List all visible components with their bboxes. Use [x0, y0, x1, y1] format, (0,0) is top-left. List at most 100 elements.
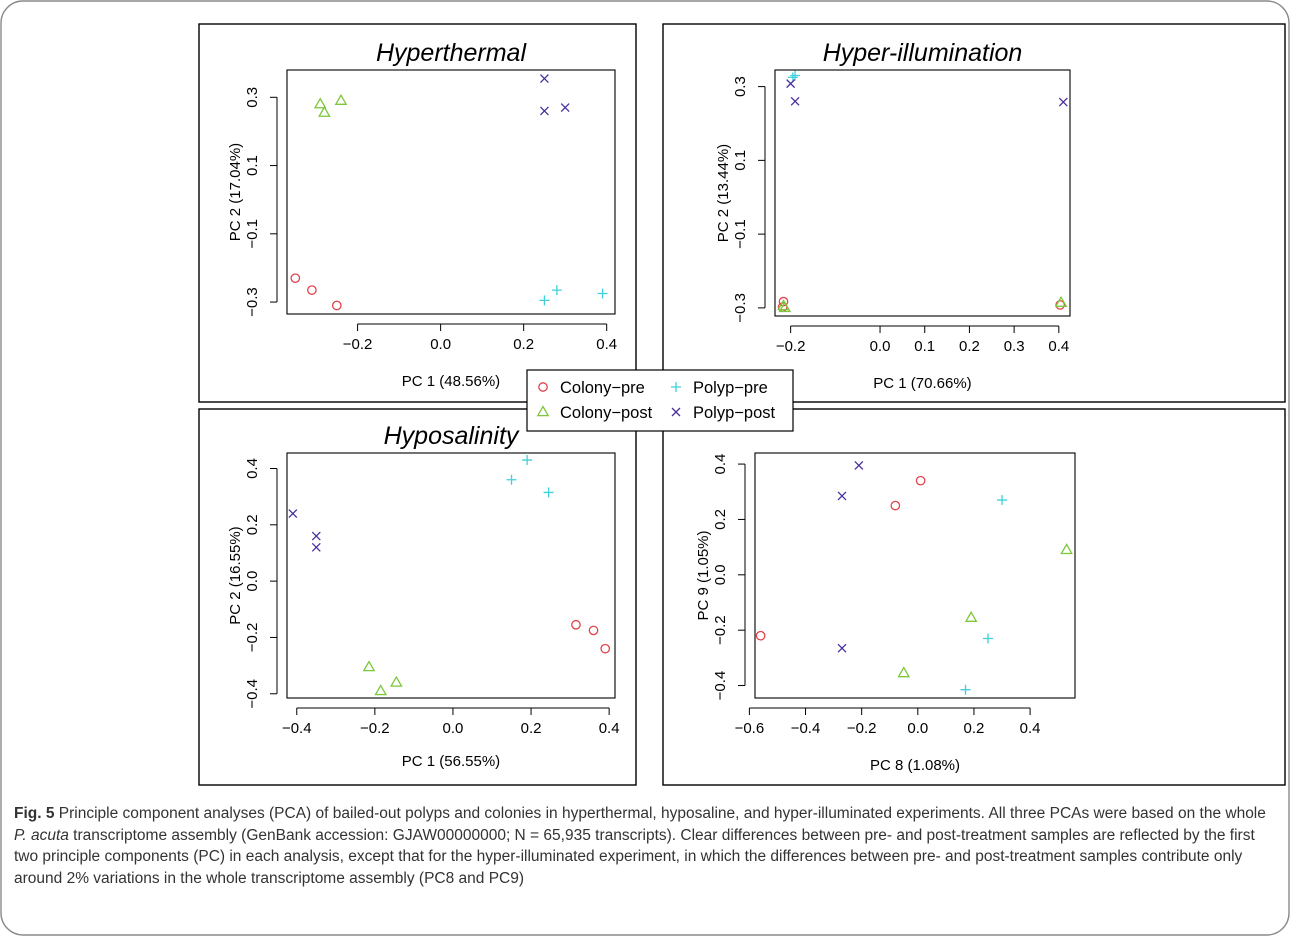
point-circle	[915, 475, 926, 486]
panel-2: Hyper-illumination −0.2 0.0 0.1 0.2 0.3 0.4 −0.…	[662, 23, 1286, 403]
legend-label: Colony−pre	[560, 379, 645, 397]
chart-title: Hyperthermal	[376, 39, 527, 67]
point-cross	[311, 531, 321, 541]
point-circle	[571, 619, 581, 630]
y-axis-label: PC 2 (17.04%)	[227, 143, 244, 241]
x-tick-label: 0.0	[907, 720, 928, 737]
x-axis-label: PC 1 (48.56%)	[402, 373, 500, 390]
y-axis-label: PC 9 (1.05%)	[695, 530, 712, 620]
x-tick-label: −0.2	[847, 720, 877, 737]
point-circle	[890, 500, 901, 511]
y-tick-label: −0.1	[244, 219, 261, 249]
point-plus	[790, 70, 801, 81]
x-tick-label: −0.4	[282, 720, 312, 737]
y-tick-label: 0.2	[244, 514, 261, 535]
point-cross	[1058, 97, 1068, 107]
plot-area	[754, 452, 1076, 699]
x-tick-label: 0.4	[1020, 720, 1041, 737]
point-plus	[997, 495, 1008, 506]
legend-label: Colony−post	[560, 404, 653, 422]
legend-box	[526, 369, 794, 432]
point-circle	[307, 285, 317, 295]
x-tick-label: −0.6	[735, 720, 765, 737]
point-cross	[560, 103, 570, 112]
point-triangle	[390, 675, 403, 687]
x-tick-label: 0.1	[914, 338, 935, 355]
x-tick-label: 0.2	[521, 720, 542, 737]
panel-border	[662, 408, 1286, 786]
point-plus	[506, 474, 517, 485]
x-tick-label: −0.2	[776, 338, 806, 355]
y-tick-label: 0.0	[244, 571, 261, 592]
point-triangle	[1054, 295, 1068, 307]
chart-title: Hyper-illumination	[823, 39, 1023, 67]
x-axis-label: PC 1 (56.55%)	[402, 753, 500, 770]
y-tick-label: −0.3	[244, 287, 261, 317]
legend-marker-circle	[538, 382, 548, 392]
legend: Colony−pre Polyp−pre Colony−post Polyp−post	[526, 369, 794, 432]
point-triangle	[1060, 543, 1073, 555]
chart-title: Hyposalinity	[384, 422, 520, 450]
x-tick-label: −0.2	[343, 336, 373, 353]
x-tick-label: 0.0	[870, 338, 891, 355]
panel-border	[662, 23, 1286, 403]
y-tick-label: −0.1	[732, 219, 749, 249]
point-triangle	[313, 97, 327, 109]
point-cross	[539, 74, 549, 83]
y-tick-label: 0.4	[712, 454, 729, 475]
x-tick-label: 0.4	[1048, 338, 1069, 355]
x-tick-label: 0.0	[443, 720, 464, 737]
point-triangle	[362, 660, 376, 672]
panel-4: −0.6 −0.4 −0.2 0.0 0.2 0.4 −0.4 −0.2 0.0 0.2 0.4 PC…	[662, 408, 1286, 786]
point-triangle	[778, 301, 792, 313]
point-cross	[790, 96, 800, 106]
point-cross	[539, 106, 549, 116]
point-circle	[331, 300, 342, 311]
point-cross	[837, 491, 847, 501]
legend-label: Polyp−post	[693, 404, 776, 422]
figure-caption: Fig. 5 Principle component analyses (PCA…	[14, 803, 1276, 889]
caption-text-1: Principle component analyses (PCA) of ba…	[58, 805, 1266, 822]
y-tick-label: 0.0	[712, 564, 729, 585]
point-plus	[960, 684, 971, 695]
x-tick-label: −0.2	[360, 720, 390, 737]
point-plus	[522, 455, 533, 466]
y-tick-label: 0.4	[244, 458, 261, 479]
point-cross	[786, 79, 796, 89]
y-tick-label: 0.2	[712, 509, 729, 530]
x-tick-label: −0.4	[791, 720, 821, 737]
point-plus	[597, 288, 608, 299]
legend-marker-cross	[671, 407, 681, 417]
x-tick-label: 0.4	[596, 336, 617, 353]
y-tick-label: 0.3	[732, 76, 749, 97]
panel-3: Hyposalinity −0.4 −0.2 0.0 0.2 0.4 −0.4 −0.2 0.0…	[198, 408, 637, 786]
panel-1: Hyperthermal −0.2 0.0 0.2 0.4 −0.3 −0.1 0.1 0.3 P…	[198, 23, 637, 403]
y-tick-label: 0.1	[732, 150, 749, 171]
caption-text-2: transcriptome assembly (GenBank accessio…	[14, 826, 1255, 887]
y-tick-label: 0.3	[244, 87, 261, 108]
plot-area	[774, 69, 1071, 317]
point-circle	[588, 625, 599, 636]
point-circle	[290, 273, 301, 284]
point-plus	[543, 487, 554, 498]
caption-label: Fig. 5	[14, 805, 55, 822]
y-tick-label: −0.4	[712, 671, 729, 701]
x-axis-label: PC 8 (1.08%)	[870, 757, 960, 774]
point-triangle	[318, 105, 331, 117]
caption-species: P. acuta	[14, 826, 69, 844]
y-axis-label: PC 2 (16.55%)	[227, 526, 244, 624]
point-triangle	[964, 610, 978, 622]
y-tick-label: −0.3	[732, 293, 749, 323]
point-cross	[311, 542, 321, 552]
point-cross	[288, 509, 298, 519]
panel-border	[198, 408, 637, 786]
plot-area	[286, 452, 616, 699]
point-plus	[982, 633, 993, 644]
point-cross	[837, 643, 847, 653]
point-triangle	[334, 93, 348, 105]
plot-area	[286, 69, 616, 315]
point-plus	[551, 285, 562, 296]
y-tick-label: −0.2	[244, 623, 261, 653]
